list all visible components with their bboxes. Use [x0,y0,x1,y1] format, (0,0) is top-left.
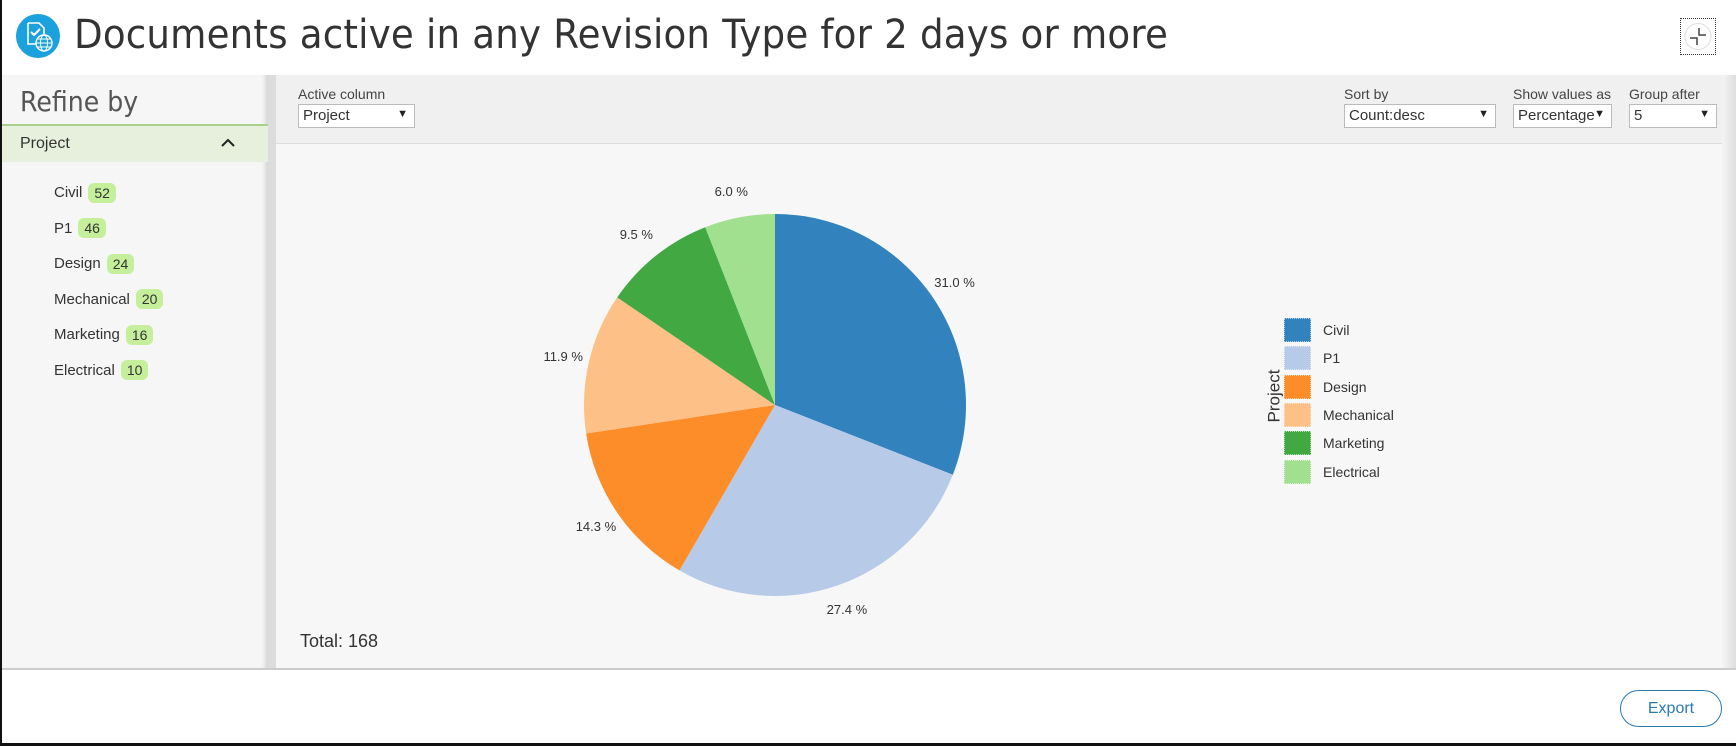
facet-item-design[interactable]: Design 24 [54,246,163,282]
count-badge: 46 [78,218,106,239]
count-badge: 16 [125,324,154,345]
pie-chart [584,214,967,596]
legend-label: Electrical [1323,463,1380,480]
main-panel: Active column Project ▼ Sort by Count:de… [276,75,1736,668]
pie-slice-p1[interactable] [679,405,953,596]
show-values-as-value: Percentage [1518,107,1595,124]
facet-item-label: Marketing [54,326,120,344]
pie-value-label: 9.5 % [619,227,653,243]
page-title: Documents active in any Revision Type fo… [74,12,1169,58]
pie-value-label: 14.3 % [575,519,617,535]
facet-header-project[interactable]: Project [2,124,268,162]
sort-by-value: Count:desc [1349,107,1425,124]
facet-item-label: Electrical [54,361,115,379]
pie-slice-electrical[interactable] [705,214,775,405]
collapse-button[interactable] [1680,18,1716,55]
legend-swatch [1284,318,1311,343]
refine-sidebar: Refine by Project Civil 52 P1 46 Design … [2,75,276,668]
legend-item-mechanical[interactable]: Mechanical [1284,401,1394,429]
legend-label: P1 [1323,350,1341,367]
show-values-as-label: Show values as [1513,86,1612,102]
facet-item-label: Design [54,255,101,273]
legend-swatch [1284,403,1311,428]
refine-title: Refine by [20,85,139,118]
pie-slice-marketing[interactable] [617,227,775,405]
facet-item-label: Mechanical [54,290,130,308]
dropdown-arrow-icon: ▼ [397,108,408,120]
sort-by-control: Sort by Count:desc ▼ [1344,86,1496,128]
active-column-value: Project [303,107,350,124]
facet-item-electrical[interactable]: Electrical 10 [54,353,163,389]
sort-by-select[interactable]: Count:desc ▼ [1344,104,1496,128]
legend-items: Civil P1 Design Mechanical Marketing Electric… [1284,316,1394,486]
legend-swatch [1284,459,1311,484]
legend-label: Mechanical [1323,407,1394,424]
group-after-label: Group after [1629,86,1700,102]
legend-label: Design [1323,378,1367,395]
facet-item-p1[interactable]: P1 46 [54,211,163,247]
legend-swatch [1284,431,1311,456]
show-values-as-control: Show values as Percentage ▼ [1513,86,1612,128]
legend-title: Project [1264,369,1284,423]
legend-swatch [1284,346,1311,371]
chevron-up-icon[interactable] [220,135,236,153]
legend-label: Civil [1323,322,1350,339]
chart-legend: Project Civil P1 Design Mechanical Marketing… [1264,316,1394,486]
legend-label: Marketing [1323,435,1385,452]
export-button[interactable]: Export [1620,690,1722,727]
pie-slice-design[interactable] [586,405,775,571]
active-column-select[interactable]: Project ▼ [298,104,415,128]
active-column-label: Active column [298,86,386,102]
facet-item-label: Civil [54,184,83,202]
active-column-control: Active column Project ▼ [298,86,415,128]
group-after-value: 5 [1634,107,1643,124]
dropdown-arrow-icon: ▼ [1594,108,1605,120]
dropdown-arrow-icon: ▼ [1699,108,1710,120]
dropdown-arrow-icon: ▼ [1478,108,1489,120]
collapse-icon [1684,23,1712,50]
count-badge: 52 [88,182,116,203]
count-badge: 10 [120,360,149,381]
pie-value-label: 31.0 % [934,274,975,290]
legend-item-electrical[interactable]: Electrical [1284,457,1394,485]
legend-item-design[interactable]: Design [1284,373,1394,401]
facet-item-civil[interactable]: Civil 52 [54,175,163,211]
legend-swatch [1284,374,1311,399]
facet-label: Project [20,135,70,152]
count-badge: 24 [106,253,135,274]
chart-toolbar: Active column Project ▼ Sort by Count:de… [276,75,1736,144]
document-globe-icon [16,14,60,58]
show-values-as-select[interactable]: Percentage ▼ [1513,104,1612,128]
group-after-control: Group after 5 ▼ [1629,86,1717,128]
facet-item-label: P1 [54,219,73,237]
sort-by-label: Sort by [1344,86,1389,102]
pie-slice-civil[interactable] [775,214,967,475]
total-count: Total: 168 [300,631,379,651]
facet-item-mechanical[interactable]: Mechanical 20 [54,282,164,318]
header: Documents active in any Revision Type fo… [2,0,1736,75]
count-badge: 20 [135,289,164,310]
facet-list: Civil 52 P1 46 Design 24 Mechanical 20 M… [54,175,164,389]
panel-edge [1722,75,1736,668]
pie-value-label: 6.0 % [714,183,748,199]
legend-item-p1[interactable]: P1 [1284,344,1394,372]
footer: Export [2,668,1736,743]
pie-value-label: 11.9 % [543,348,583,364]
legend-item-civil[interactable]: Civil [1284,316,1394,344]
chart-area: 31.0 % 27.4 % 14.3 % 11.9 % 9.5 % 6.0 % Proje… [276,144,1722,668]
group-after-select[interactable]: 5 ▼ [1629,104,1717,128]
pie-value-label: 27.4 % [826,601,868,617]
facet-item-marketing[interactable]: Marketing 16 [54,317,163,353]
legend-item-marketing[interactable]: Marketing [1284,429,1394,457]
pie-slice-mechanical[interactable] [584,297,775,434]
